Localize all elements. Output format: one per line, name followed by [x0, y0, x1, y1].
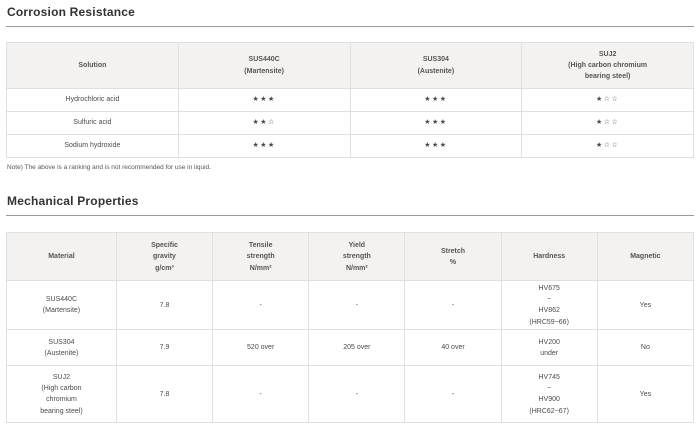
- rating-sus304: ★★★: [349, 134, 523, 158]
- corrosion-header-row: Solution SUS440C (Martensite) SUS304 (Au…: [6, 42, 694, 89]
- title-divider-corrosion: [6, 26, 694, 27]
- column-header-yield-strength: Yield strength N/mm²: [308, 232, 406, 282]
- title-divider-mechanical: [6, 215, 694, 217]
- solution-label: Hydrochloric acid: [6, 88, 179, 112]
- corrosion-table-note: Note) The above is a ranking and is not …: [7, 164, 212, 171]
- mechanical-header-row: Material Specific gravity g/cm³ Tensile …: [6, 232, 695, 282]
- section-title-corrosion-resistance: Corrosion Resistance: [7, 5, 136, 19]
- rating-suj2: ★☆☆: [521, 111, 694, 135]
- tensile-strength-value: -: [212, 365, 310, 424]
- column-header-sus304: SUS304 (Austenite): [349, 42, 523, 89]
- column-header-specific-gravity: Specific gravity g/cm³: [115, 232, 214, 282]
- rating-sus440c: ★★★: [177, 134, 351, 158]
- hardness-value: HV675 ~ HV862 (HRC59~66): [500, 280, 598, 331]
- table-row-sodium-hydroxide: Sodium hydroxide ★★★ ★★★ ★☆☆: [6, 134, 694, 158]
- column-header-magnetic: Magnetic: [596, 232, 695, 282]
- yield-strength-value: -: [308, 280, 406, 331]
- material-label: SUJ2 (High carbon chromium bearing steel…: [6, 365, 117, 424]
- column-header-hardness: Hardness: [500, 232, 598, 282]
- material-label: SUS304 (Austenite): [6, 329, 117, 367]
- table-row-hydrochloric-acid: Hydrochloric acid ★★★ ★★★ ★☆☆: [6, 88, 694, 112]
- rating-sus304: ★★★: [349, 88, 523, 112]
- tensile-strength-value: -: [212, 280, 310, 331]
- column-header-material: Material: [6, 232, 117, 282]
- column-header-tensile-strength: Tensile strength N/mm²: [212, 232, 310, 282]
- column-header-solution: Solution: [6, 42, 179, 89]
- rating-sus440c: ★★☆: [177, 111, 351, 135]
- column-header-suj2: SUJ2 (High carbon chromium bearing steel…: [521, 42, 694, 89]
- table-row-sulfuric-acid: Sulfuric acid ★★☆ ★★★ ★☆☆: [6, 111, 694, 135]
- stretch-value: -: [404, 365, 502, 424]
- rating-sus440c: ★★★: [177, 88, 351, 112]
- table-row-sus304: SUS304 (Austenite) 7.9 520 over 205 over…: [6, 329, 695, 367]
- magnetic-value: No: [596, 329, 695, 367]
- tensile-strength-value: 520 over: [212, 329, 310, 367]
- rating-suj2: ★☆☆: [521, 134, 694, 158]
- yield-strength-value: -: [308, 365, 406, 424]
- section-title-mechanical-properties: Mechanical Properties: [7, 194, 139, 209]
- rating-sus304: ★★★: [349, 111, 523, 135]
- column-header-stretch: Stretch %: [404, 232, 502, 282]
- material-label: SUS440C (Martensite): [6, 280, 117, 331]
- magnetic-value: Yes: [596, 365, 695, 424]
- rating-suj2: ★☆☆: [521, 88, 694, 112]
- table-row-suj2: SUJ2 (High carbon chromium bearing steel…: [6, 365, 695, 424]
- hardness-value: HV200 under: [500, 329, 598, 367]
- stretch-value: 40 over: [404, 329, 502, 367]
- magnetic-value: Yes: [596, 280, 695, 331]
- hardness-value: HV745 ~ HV900 (HRC62~67): [500, 365, 598, 424]
- stretch-value: -: [404, 280, 502, 331]
- specific-gravity-value: 7.8: [115, 280, 214, 331]
- corrosion-resistance-table: Solution SUS440C (Martensite) SUS304 (Au…: [6, 42, 694, 158]
- solution-label: Sulfuric acid: [6, 111, 179, 135]
- yield-strength-value: 205 over: [308, 329, 406, 367]
- page: Corrosion Resistance Solution SUS440C (M…: [6, 5, 695, 424]
- column-header-sus440c: SUS440C (Martensite): [177, 42, 351, 89]
- specific-gravity-value: 7.8: [115, 365, 214, 424]
- table-row-sus440c: SUS440C (Martensite) 7.8 - - - HV675 ~ H…: [6, 280, 695, 331]
- mechanical-properties-table: Material Specific gravity g/cm³ Tensile …: [6, 232, 695, 424]
- solution-label: Sodium hydroxide: [6, 134, 179, 158]
- specific-gravity-value: 7.9: [115, 329, 214, 367]
